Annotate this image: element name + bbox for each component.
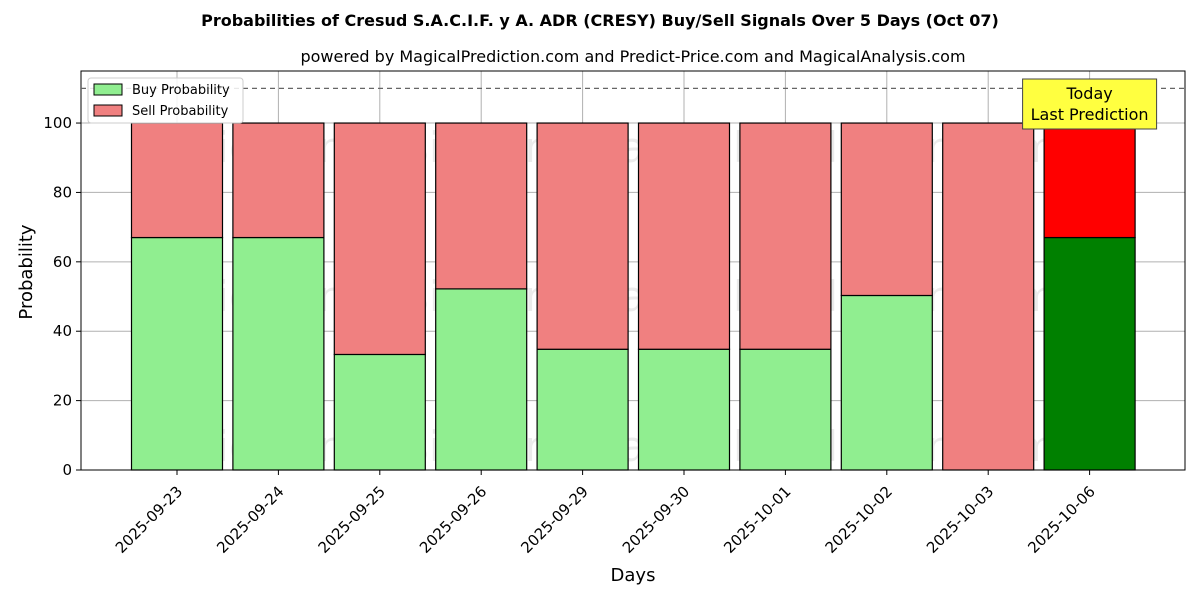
x-tick-label: 2025-09-26	[416, 482, 490, 556]
x-tick-label: 2025-10-02	[822, 482, 896, 556]
y-tick-label: 100	[43, 114, 72, 132]
sell-bar	[840, 122, 933, 297]
buy-bar	[435, 288, 528, 471]
today-annotation: Today Last Prediction	[1022, 78, 1158, 130]
y-axis-label: Probability	[16, 224, 37, 319]
y-tick-label: 80	[53, 183, 72, 201]
legend-box	[87, 77, 244, 124]
chart-subtitle: powered by MagicalPrediction.com and Pre…	[300, 47, 965, 66]
y-tick-label: 60	[53, 253, 72, 271]
x-tick-label: 2025-10-06	[1024, 482, 1098, 556]
buy-bar	[1043, 236, 1136, 471]
annotation-box	[1022, 78, 1158, 130]
buy-bar	[130, 236, 224, 471]
x-tick-label: 2025-10-03	[923, 482, 997, 556]
x-tick-label: 2025-09-30	[619, 482, 693, 556]
y-tick-label: 40	[53, 322, 72, 340]
x-tick-label: 2025-09-23	[112, 482, 186, 556]
sell-bar	[942, 122, 1035, 471]
buy-bar	[232, 236, 325, 471]
x-axis-label: Days	[611, 565, 656, 586]
sell-bar	[333, 122, 426, 356]
plot-frame	[80, 70, 1186, 471]
buy-bar	[536, 348, 629, 471]
y-tick-label: 0	[62, 461, 72, 479]
annotation-text: Last Prediction	[1031, 105, 1149, 124]
bars-layer	[130, 122, 1136, 471]
x-tick-label: 2025-10-01	[720, 482, 794, 556]
legend-swatch	[93, 104, 123, 117]
sell-bar	[739, 122, 832, 350]
x-tick-label: 2025-09-29	[517, 482, 591, 556]
chart-title: Probabilities of Cresud S.A.C.I.F. y A. …	[201, 11, 999, 30]
buy-bar	[739, 348, 832, 471]
x-tick-label: 2025-09-25	[315, 482, 389, 556]
buy-bar	[637, 348, 731, 471]
buy-bar	[333, 353, 426, 471]
legend: Buy Probability Sell Probability	[87, 77, 244, 124]
sell-bar	[232, 122, 325, 239]
x-tick-label: 2025-09-24	[213, 482, 287, 556]
y-tick-label: 20	[53, 392, 72, 410]
buy-bar	[840, 294, 933, 471]
legend-label: Buy Probability	[132, 83, 230, 98]
sell-bar	[637, 122, 731, 350]
legend-swatch	[93, 83, 123, 96]
sell-bar	[435, 122, 528, 290]
sell-bar	[130, 122, 224, 239]
sell-bar	[1043, 122, 1136, 239]
overlay-layer: Buy Probability Sell Probability Today Last…	[81, 77, 1185, 130]
annotation-text: Today	[1065, 84, 1112, 103]
sell-bar	[536, 122, 629, 350]
legend-label: Sell Probability	[132, 104, 229, 119]
